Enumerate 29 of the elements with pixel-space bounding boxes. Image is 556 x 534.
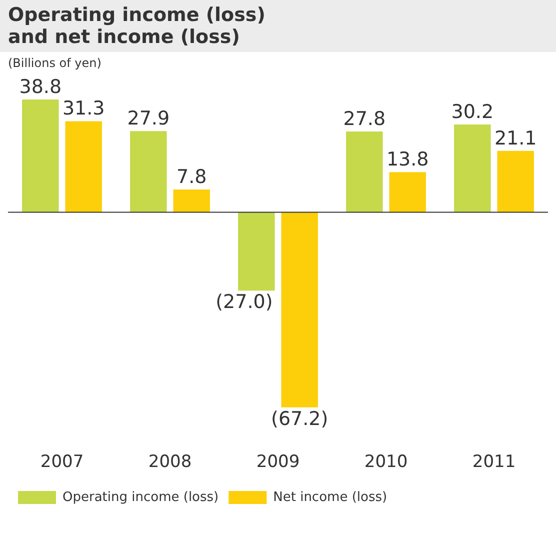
data-label: 13.8 [386, 148, 429, 171]
bar [238, 212, 275, 291]
x-tick-label: 2008 [148, 452, 192, 472]
data-label: 38.8 [19, 76, 62, 98]
data-label: 21.1 [494, 127, 537, 150]
data-label: 27.8 [343, 108, 386, 130]
bar [389, 172, 426, 212]
data-label: 27.9 [127, 108, 170, 130]
bar [173, 190, 210, 212]
chart-subtitle: (Billions of yen) [8, 56, 102, 70]
bar [281, 212, 318, 408]
legend-label: Operating income (loss) [62, 490, 219, 505]
bar [22, 99, 59, 212]
data-label: (27.0) [216, 291, 273, 314]
chart-title: Operating income (loss) and net income (loss) [0, 0, 556, 52]
data-label: 30.2 [451, 100, 494, 123]
bar [454, 124, 491, 212]
bar [497, 150, 534, 212]
bar [65, 121, 102, 212]
data-label: (67.2) [271, 408, 328, 430]
x-tick-label: 2007 [40, 452, 84, 472]
bar [346, 131, 383, 212]
data-label: 7.8 [176, 166, 207, 188]
bar [130, 131, 167, 212]
x-tick-label: 2011 [472, 452, 516, 472]
legend-label: Net income (loss) [273, 490, 388, 505]
data-label: 31.3 [62, 98, 105, 120]
x-tick-label: 2010 [364, 452, 408, 472]
x-tick-label: 2009 [256, 452, 300, 472]
